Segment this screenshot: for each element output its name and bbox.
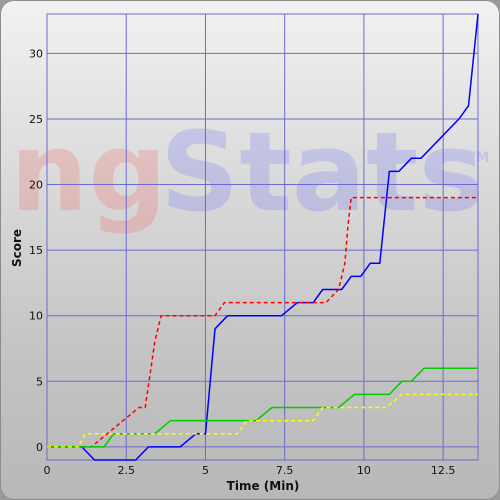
plot-area: [46, 13, 479, 461]
watermark-prefix: ng: [10, 108, 167, 236]
x-axis-label: Time (Min): [227, 479, 300, 493]
y-tick-label: 0: [36, 441, 43, 454]
y-tick-label: 20: [29, 179, 43, 192]
series-line-2: [47, 196, 478, 448]
y-tick-label: 15: [29, 244, 43, 257]
y-tick-label: 30: [29, 47, 43, 60]
grid-lines: [46, 14, 478, 460]
y-tick-labels: 0 5 10 15 20 25 30: [29, 47, 43, 454]
x-tick-label: 10: [357, 464, 371, 477]
x-tick-labels: 0 2.5 5 7.5 10 12.5: [44, 464, 456, 477]
series-line-4: [47, 393, 478, 448]
series-lines: [47, 13, 479, 461]
y-tick-label: 25: [29, 113, 43, 126]
x-tick-label: 12.5: [431, 464, 456, 477]
x-tick-label: 7.5: [276, 464, 294, 477]
ngstats-watermark: ng Stats TM: [10, 108, 489, 236]
y-tick-label: 5: [36, 375, 43, 388]
x-tick-label: 2.5: [117, 464, 135, 477]
x-tick-label: 0: [44, 464, 51, 477]
y-tick-label: 10: [29, 310, 43, 323]
x-tick-label: 5: [202, 464, 209, 477]
y-axis-label: Score: [10, 229, 24, 267]
series-line-3: [47, 367, 478, 448]
watermark-main: Stats: [160, 108, 484, 236]
series-line-1: [47, 13, 479, 461]
